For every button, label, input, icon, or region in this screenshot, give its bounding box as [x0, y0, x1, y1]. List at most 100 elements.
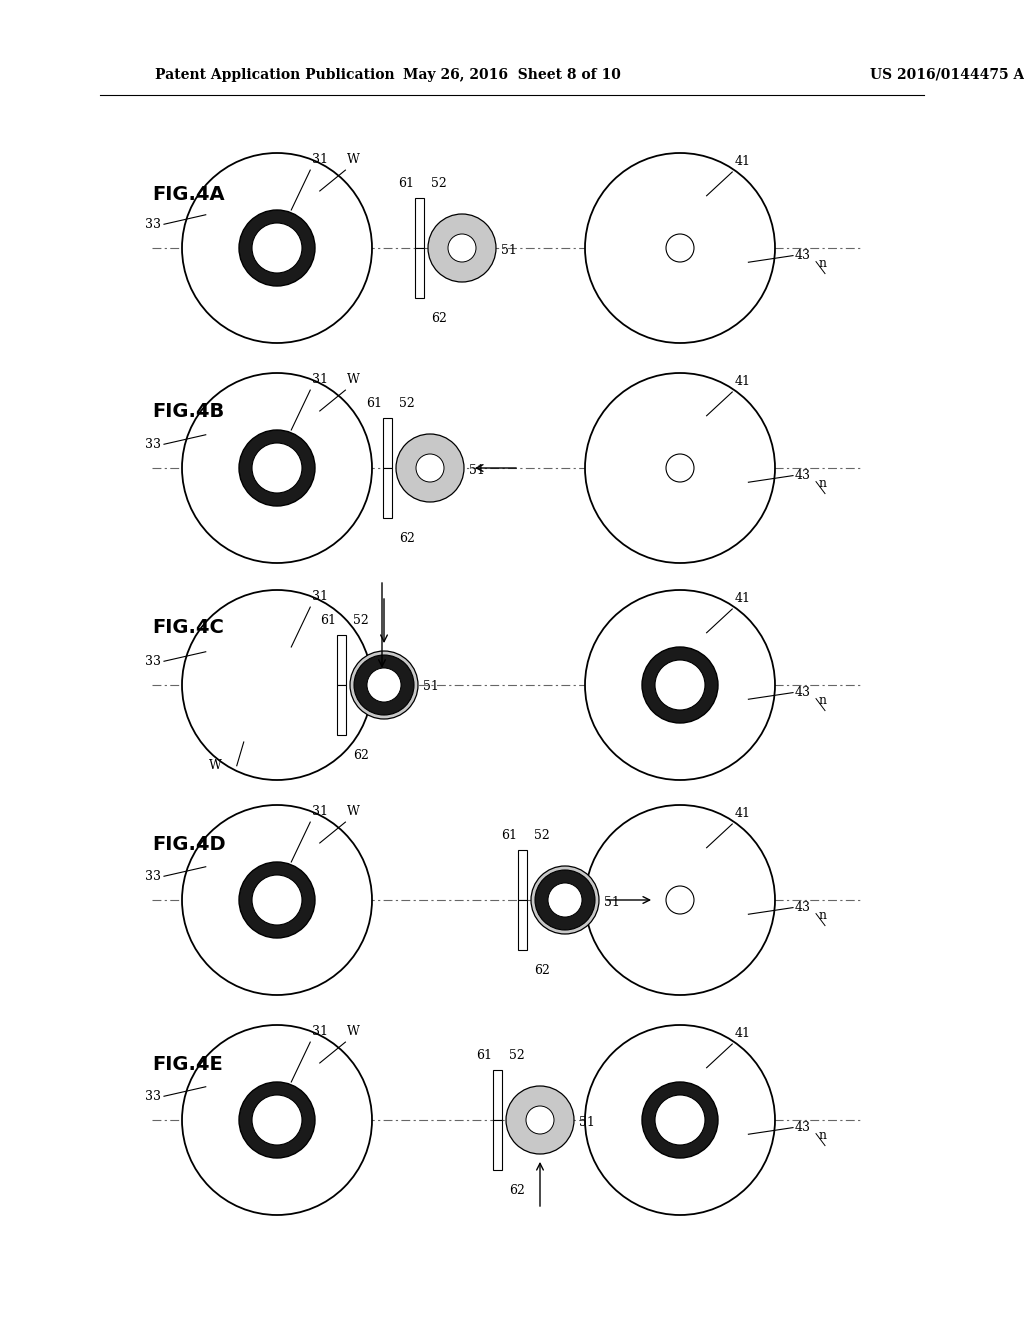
Circle shape: [239, 430, 315, 506]
Text: 51: 51: [423, 681, 439, 693]
Bar: [517, 850, 526, 900]
Text: 41: 41: [734, 807, 751, 820]
Bar: [337, 635, 345, 685]
Text: 43: 43: [795, 686, 811, 700]
Text: 43: 43: [795, 1121, 811, 1134]
Text: 62: 62: [399, 532, 415, 545]
Circle shape: [655, 1096, 705, 1144]
Circle shape: [666, 234, 694, 261]
Circle shape: [531, 866, 599, 935]
Bar: [517, 900, 526, 950]
Text: 51: 51: [579, 1115, 595, 1129]
Text: 31: 31: [312, 374, 329, 385]
Text: 31: 31: [312, 1026, 329, 1038]
Circle shape: [182, 805, 372, 995]
Text: 33: 33: [145, 438, 161, 450]
Text: 33: 33: [145, 870, 161, 883]
Text: 41: 41: [734, 1027, 751, 1040]
Text: n: n: [819, 909, 827, 923]
Text: 52: 52: [534, 829, 550, 842]
Circle shape: [585, 374, 775, 564]
Text: 41: 41: [734, 375, 751, 388]
Text: 52: 52: [509, 1049, 524, 1063]
Text: 61: 61: [476, 1049, 492, 1063]
Bar: [493, 1119, 502, 1170]
Bar: [383, 418, 391, 469]
Circle shape: [548, 883, 582, 917]
Text: 62: 62: [534, 964, 550, 977]
Circle shape: [506, 1086, 574, 1154]
Bar: [493, 1071, 502, 1119]
Circle shape: [666, 454, 694, 482]
Circle shape: [585, 1026, 775, 1214]
Circle shape: [449, 234, 476, 261]
Text: 61: 61: [319, 614, 336, 627]
Circle shape: [367, 668, 401, 702]
Text: Patent Application Publication: Patent Application Publication: [155, 69, 394, 82]
Text: FIG.4E: FIG.4E: [152, 1055, 223, 1074]
Circle shape: [535, 870, 595, 931]
Text: 61: 61: [398, 177, 414, 190]
Circle shape: [642, 1082, 718, 1158]
Text: US 2016/0144475 A1: US 2016/0144475 A1: [870, 69, 1024, 82]
Text: 51: 51: [604, 895, 620, 908]
Circle shape: [239, 1082, 315, 1158]
Text: 31: 31: [312, 805, 329, 818]
Text: n: n: [819, 1129, 827, 1142]
Text: 41: 41: [734, 591, 751, 605]
Circle shape: [252, 875, 302, 925]
Circle shape: [354, 655, 414, 715]
Text: 52: 52: [431, 177, 446, 190]
Text: FIG.4C: FIG.4C: [152, 618, 224, 638]
Text: W: W: [347, 1026, 360, 1038]
Circle shape: [182, 374, 372, 564]
Text: 31: 31: [312, 153, 329, 166]
Circle shape: [182, 153, 372, 343]
Circle shape: [182, 590, 372, 780]
Text: 51: 51: [501, 243, 517, 256]
Text: n: n: [819, 694, 827, 708]
Circle shape: [655, 660, 705, 710]
Circle shape: [585, 153, 775, 343]
Text: 41: 41: [734, 154, 751, 168]
Text: 33: 33: [145, 1090, 161, 1102]
Circle shape: [416, 454, 444, 482]
Text: FIG.4A: FIG.4A: [152, 185, 224, 205]
Circle shape: [252, 444, 302, 492]
Circle shape: [239, 210, 315, 286]
Text: W: W: [347, 805, 360, 818]
Text: FIG.4D: FIG.4D: [152, 836, 225, 854]
Text: 51: 51: [469, 463, 485, 477]
Circle shape: [585, 805, 775, 995]
Circle shape: [642, 647, 718, 723]
Text: 62: 62: [431, 312, 446, 325]
Text: 52: 52: [353, 614, 369, 627]
Text: W: W: [209, 759, 222, 772]
Circle shape: [666, 886, 694, 913]
Circle shape: [585, 590, 775, 780]
Text: 52: 52: [399, 397, 415, 411]
Text: 61: 61: [501, 829, 517, 842]
Circle shape: [252, 1096, 302, 1144]
Text: 62: 62: [509, 1184, 525, 1197]
Text: FIG.4B: FIG.4B: [152, 403, 224, 421]
Text: 62: 62: [353, 748, 369, 762]
Circle shape: [428, 214, 496, 282]
Text: W: W: [347, 153, 360, 166]
Bar: [415, 198, 424, 248]
Circle shape: [239, 862, 315, 939]
Circle shape: [182, 1026, 372, 1214]
Text: n: n: [819, 477, 827, 490]
Circle shape: [252, 223, 302, 273]
Text: 43: 43: [795, 469, 811, 482]
Text: W: W: [347, 374, 360, 385]
Text: 33: 33: [145, 655, 161, 668]
Circle shape: [526, 1106, 554, 1134]
Text: 43: 43: [795, 902, 811, 913]
Text: 43: 43: [795, 249, 811, 263]
Bar: [383, 469, 391, 517]
Bar: [415, 248, 424, 298]
Text: n: n: [819, 257, 827, 271]
Circle shape: [350, 651, 418, 719]
Text: 31: 31: [312, 590, 329, 603]
